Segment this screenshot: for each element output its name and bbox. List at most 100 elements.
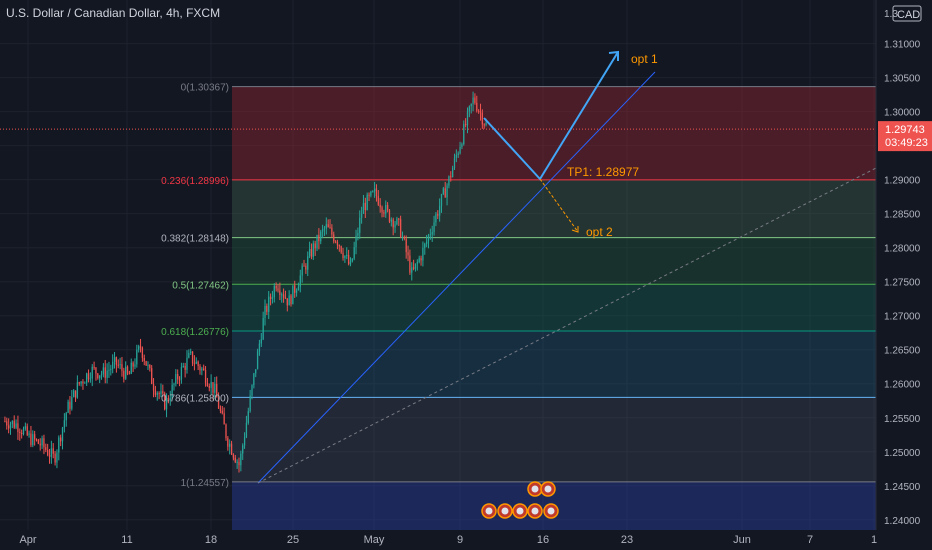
candle-body [405,238,407,253]
candle-body [366,194,368,211]
candle-body [99,375,101,379]
candle-body [268,296,270,312]
candle-body [401,236,404,238]
candle-body [15,423,17,428]
candle-body [288,295,290,306]
candle-body [167,398,170,401]
candle-body [143,357,145,362]
candle-body [338,245,340,247]
candle-body [450,176,452,178]
candle-body [128,373,131,375]
candle-body [82,381,84,384]
y-tick-label: 1.30000 [884,108,921,119]
candle-body [136,349,138,365]
candle-body [230,443,233,455]
candle-body [299,275,301,287]
trendline-support [257,71,656,484]
candle-body [86,373,88,383]
candle-body [409,255,411,273]
event-flag-dot [544,485,552,493]
candle-body [180,367,183,380]
y-tick-label: 1.30500 [884,74,921,85]
x-tick-label: Jun [733,534,751,546]
price-countdown: 03:49:23 [885,137,928,149]
candle-body [115,357,118,365]
candle-body [204,370,207,383]
candle-body [201,368,203,371]
candle-body [474,97,476,103]
candle-body [451,168,454,178]
candle-body [264,305,266,318]
candle-body [43,438,45,448]
candle-body [435,214,437,223]
candle-body [253,373,255,386]
candle-body [247,411,249,423]
x-tick-label: 23 [621,534,633,546]
candles [4,91,487,473]
candle-body [145,361,147,366]
candle-body [156,393,158,395]
grid [0,0,876,530]
fib-level-label: 0.618(1.26776) [161,327,229,338]
candle-body [58,437,60,453]
candle-body [91,366,93,379]
candle-body [303,265,305,267]
candle-body [216,383,218,398]
y-axis[interactable]: 1.310001.305001.300001.295001.290001.285… [875,0,932,550]
candle-body [188,352,190,358]
candle-body [459,146,461,154]
x-axis[interactable]: Apr 11 18 25 May 9 16 23 Jun 7 1 [0,530,932,550]
candle-body [301,265,303,276]
y-tick-label-partial: 1.3 [884,9,898,20]
candle-body [325,224,327,229]
candle-body [464,124,467,126]
candle-body [225,424,227,439]
fib-zone [232,330,876,398]
candle-body [314,243,316,249]
candle-body [186,357,188,370]
y-axis-background [876,0,932,550]
candle-body [182,365,184,368]
candle-body [372,191,374,193]
candle-body [104,367,106,378]
candle-body [22,428,25,435]
candle-body [41,438,43,446]
candle-body [479,111,482,113]
fib-zone [232,86,876,180]
symbol-title: U.S. Dollar / Canadian Dollar, 4h, FXCM [6,6,221,20]
candle-body [429,234,431,236]
candle-body [281,294,283,296]
candle-body [7,425,10,429]
candle-body [266,305,268,312]
candle-body [262,317,264,340]
y-tick-label: 1.25000 [884,448,921,459]
candle-body [87,373,90,380]
candle-body [385,204,387,214]
candle-body [112,361,114,369]
candle-body [297,286,300,291]
candle-body [26,426,28,435]
candle-body [108,369,110,371]
candle-body [28,433,30,435]
candle-body [71,397,73,409]
candle-body [448,176,450,186]
event-flag-dot [547,507,555,515]
candle-body [102,367,105,374]
candle-body [80,381,82,384]
y-tick-label: 1.25500 [884,414,921,425]
event-markers[interactable] [481,481,559,519]
candle-body [470,103,472,107]
candle-body [212,382,214,393]
candle-body [4,421,6,423]
candle-body [177,374,179,380]
fib-level-label: 0.5(1.27462) [172,280,229,291]
candle-body [193,363,196,365]
event-flag-dot [531,485,539,493]
candle-body [392,219,394,228]
candle-body [323,228,326,230]
candle-body [152,383,155,391]
event-flag-dot [501,507,509,515]
candle-body [245,422,248,438]
fib-level-label: 0.786(1.25800) [161,393,229,404]
